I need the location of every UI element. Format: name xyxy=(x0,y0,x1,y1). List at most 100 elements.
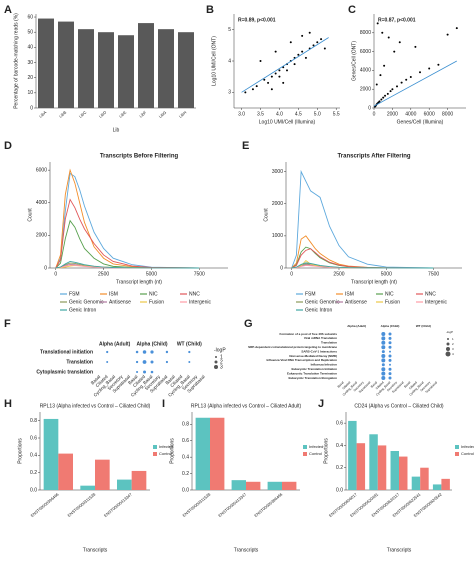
dot xyxy=(381,354,386,358)
bar xyxy=(231,480,246,490)
dot xyxy=(388,341,392,345)
dot xyxy=(136,370,139,374)
chart-title: Transcripts Before Filtering xyxy=(100,154,179,160)
legend-label: 2 xyxy=(452,342,454,346)
x-tick-label: LibD xyxy=(98,110,108,119)
x-tick-label: LibH xyxy=(178,110,188,119)
row-label: Nonsense-Mediated Decay (NMD) xyxy=(289,354,337,358)
x-tick-label: 6000 xyxy=(424,111,435,117)
x-axis-label: Transcripts xyxy=(234,547,259,553)
y-tick-label: 0.2 xyxy=(182,471,189,477)
dot xyxy=(143,370,147,374)
y-tick-label: 0.4 xyxy=(30,453,37,459)
dot xyxy=(381,350,385,354)
group-label: Alpha (Adult) xyxy=(347,324,366,328)
point xyxy=(398,41,401,44)
series-line xyxy=(291,262,434,269)
legend-label: 3 xyxy=(452,347,454,351)
point xyxy=(316,41,319,44)
legend-label: Infected xyxy=(461,444,474,449)
row-label: Influenza Viral RNA Transcription and Re… xyxy=(266,358,337,362)
y-axis-label: Log10 UMI/Cell (ONT) xyxy=(211,36,217,86)
panel-letter: G xyxy=(244,318,253,330)
dot xyxy=(381,371,386,376)
legend-label: Control xyxy=(309,451,322,456)
bar xyxy=(38,18,54,109)
bar xyxy=(131,470,147,490)
y-tick-label: 5 xyxy=(228,27,231,33)
y-tick-label: 2000 xyxy=(360,87,371,93)
legend-label: NIC xyxy=(149,291,158,297)
x-tick-label: 0 xyxy=(290,271,293,277)
column-label: Ciliated xyxy=(341,380,351,390)
dot xyxy=(388,332,392,336)
point xyxy=(379,74,382,77)
legend-label: Antisense xyxy=(345,299,367,305)
series-line xyxy=(291,235,434,269)
dot xyxy=(381,367,386,372)
chart-title: RPL13 (Alpha infected vs Control – Cilia… xyxy=(191,403,302,409)
panel-letter: E xyxy=(242,140,249,152)
y-tick-label: 60 xyxy=(27,14,33,20)
bar xyxy=(369,434,378,490)
y-axis-label: Percentage of barcode-matching reads (%) xyxy=(13,13,19,109)
bar xyxy=(78,29,94,108)
column-label: Basal xyxy=(127,374,139,386)
bar xyxy=(210,417,225,490)
y-tick-label: 0.0 xyxy=(182,487,189,493)
y-tick-label: 2000 xyxy=(36,233,47,239)
y-tick-label: 0.8 xyxy=(30,418,37,424)
fit-line xyxy=(373,60,457,107)
dot xyxy=(381,376,386,380)
point xyxy=(378,100,381,103)
dot xyxy=(381,358,386,363)
bar xyxy=(43,418,59,490)
series-line xyxy=(55,219,200,269)
panel-letter: H xyxy=(4,398,12,410)
row-label: SRP-dependent cotranslational protein ta… xyxy=(248,345,337,349)
y-tick-label: 50 xyxy=(27,30,33,36)
point xyxy=(308,31,311,34)
legend-dot xyxy=(447,338,449,340)
point xyxy=(387,36,390,39)
x-tick-label: 4.5 xyxy=(295,111,302,117)
point xyxy=(375,83,378,86)
legend-label: Infected xyxy=(159,444,173,449)
legend-label: 1 xyxy=(452,337,454,341)
x-tick-label: 0 xyxy=(54,271,57,277)
point xyxy=(274,50,277,53)
y-tick-label: 3 xyxy=(228,90,231,96)
point xyxy=(414,45,417,48)
dot xyxy=(135,360,139,364)
x-tick-label: 5000 xyxy=(146,271,157,277)
point xyxy=(396,85,398,88)
x-axis-label: Genes/Cell (Illumina) xyxy=(397,119,444,125)
chart-title: CD24 (Alpha vs Control – Ciliated Child) xyxy=(354,403,444,409)
legend-swatch xyxy=(303,445,307,449)
x-tick-label: 8000 xyxy=(442,111,453,117)
column-label: Ciliated xyxy=(408,380,418,390)
row-label: Eukaryotic Translation Elongation xyxy=(288,376,337,380)
point xyxy=(267,81,270,84)
row-label: Translation xyxy=(66,359,93,365)
legend-label: FSM xyxy=(305,291,316,297)
series-line xyxy=(55,172,200,269)
dot xyxy=(188,361,191,363)
y-tick-label: 0.2 xyxy=(30,470,37,476)
dot xyxy=(188,350,191,354)
bar xyxy=(118,35,134,108)
dot xyxy=(389,350,391,353)
bar xyxy=(348,420,357,490)
legend-label: 1 xyxy=(220,354,223,360)
dot xyxy=(388,336,392,340)
row-label: Viral mRNA Translation xyxy=(304,336,337,340)
x-tick-label: 3.0 xyxy=(238,111,245,117)
point xyxy=(278,69,281,72)
dot xyxy=(381,340,386,345)
legend-label: Infected xyxy=(309,444,323,449)
y-axis-label: Proportions xyxy=(169,438,175,464)
x-tick-label: LibE xyxy=(118,110,128,119)
y-tick-label: 0 xyxy=(280,265,283,271)
bar xyxy=(399,456,408,490)
legend-dot xyxy=(446,342,450,346)
